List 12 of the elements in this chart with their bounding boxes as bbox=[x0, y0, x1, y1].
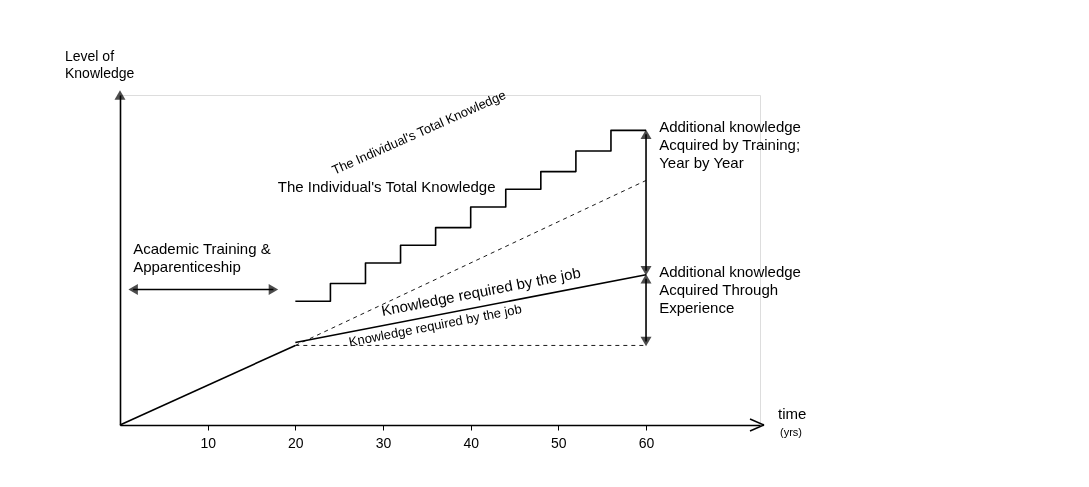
x-tick-label: 30 bbox=[375, 434, 392, 451]
y-axis-title: Level of Knowledge bbox=[65, 48, 135, 81]
x-tick-label: 20 bbox=[288, 434, 304, 451]
annotation: Additional knowledge Acquired Through Experience bbox=[659, 262, 801, 316]
annotation: Academic Training & Apparenticeship bbox=[133, 240, 271, 276]
x-tick-label: 40 bbox=[463, 434, 480, 451]
annotation: Additional knowledge Acquired by Training; Year by Year bbox=[659, 118, 801, 172]
x-tick-label: 50 bbox=[551, 434, 567, 451]
series-label: The Individual's Total Knowledge bbox=[277, 178, 496, 196]
x-tick-label: 60 bbox=[638, 434, 655, 451]
x-axis-title: time (yrs) bbox=[778, 405, 807, 438]
x-tick-label: 10 bbox=[200, 434, 217, 451]
